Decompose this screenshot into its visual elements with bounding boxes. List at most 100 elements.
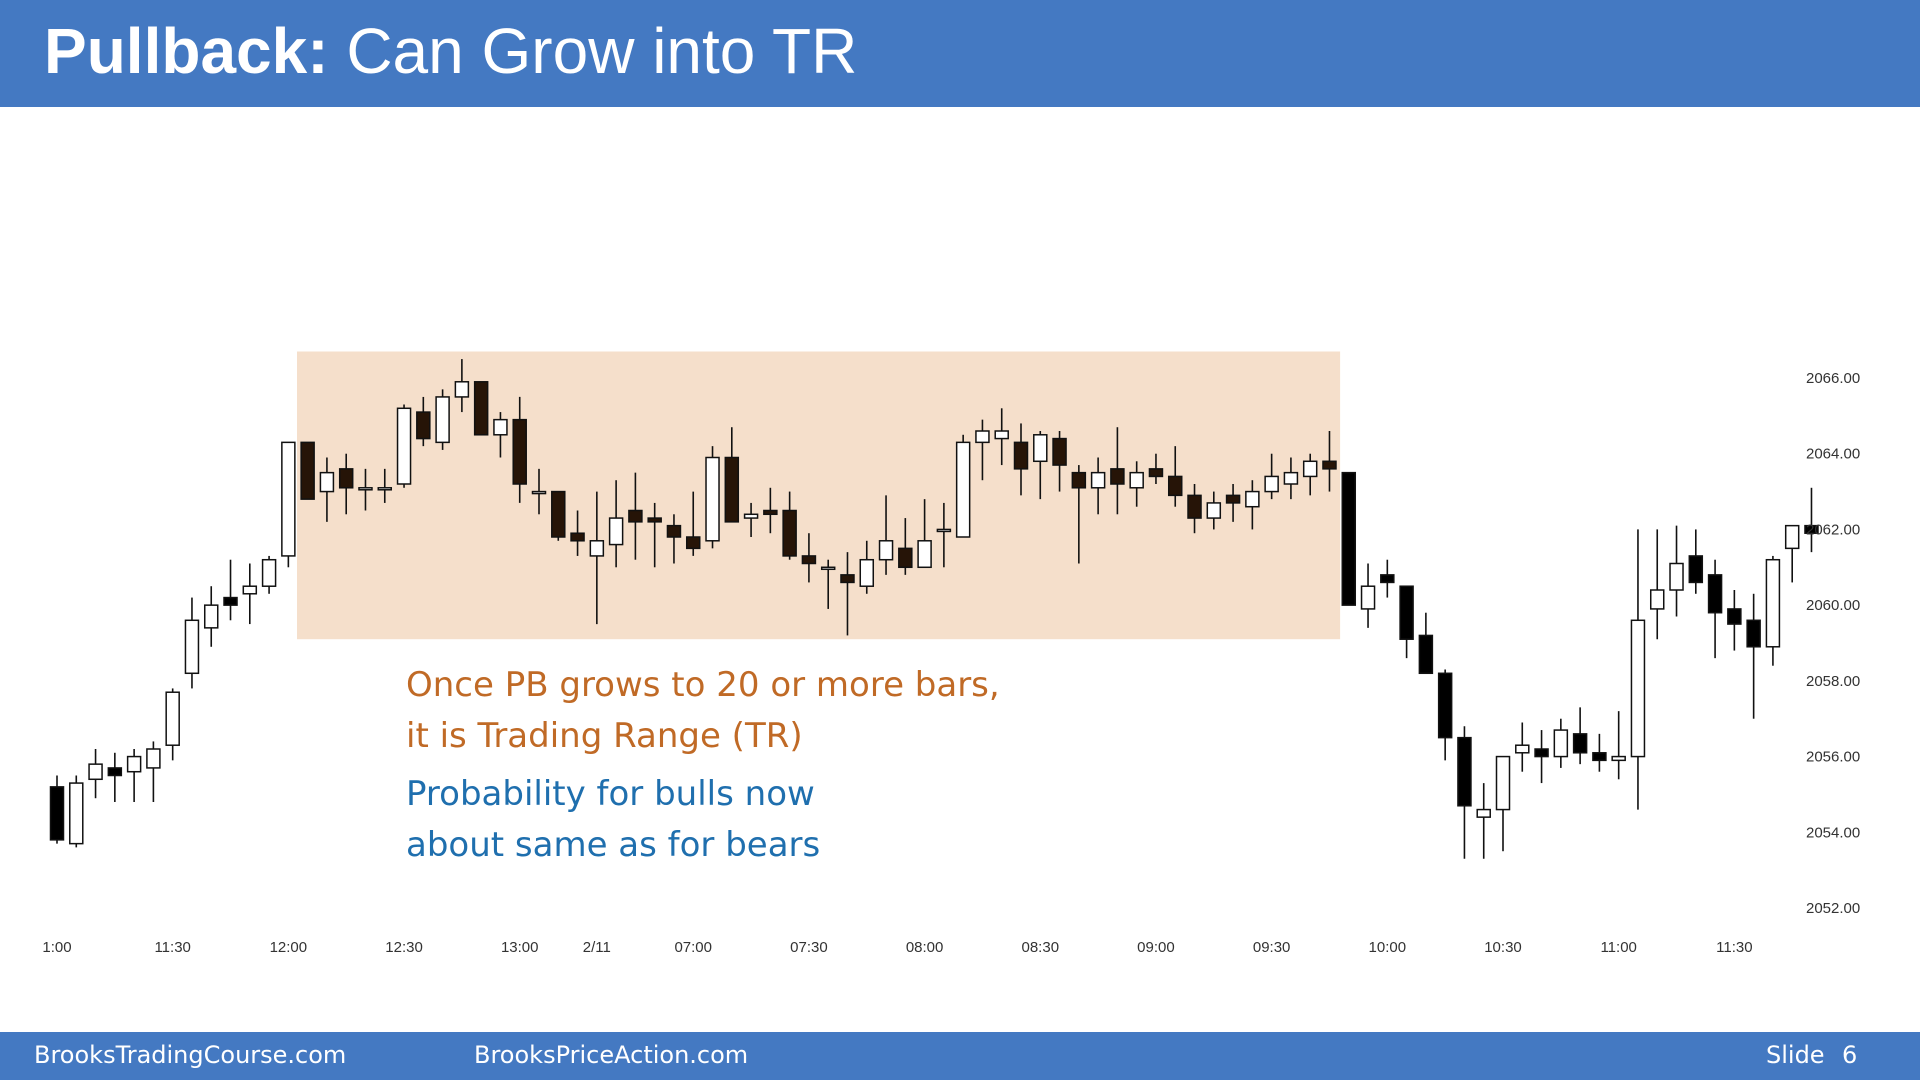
x-axis: 1:00 11:30 12:00 12:30 13:00 2/11 07:00 07:30 08…: [42, 939, 1752, 956]
candle: [917, 499, 932, 569]
bear-candle-body: [1110, 468, 1125, 485]
bull-candle-body: [165, 691, 180, 746]
annotation-line: Once PB grows to 20 or more bars,: [406, 665, 1000, 705]
candle: [1013, 423, 1029, 496]
bear-candle-body: [1322, 460, 1337, 470]
bull-candle-body: [936, 528, 952, 533]
y-tick-label: 2064.00: [1806, 446, 1860, 463]
candle: [146, 741, 161, 802]
candle: [1245, 480, 1260, 530]
footer-site-2: BrooksPriceAction.com: [474, 1041, 749, 1069]
bull-candle-body: [1090, 471, 1106, 489]
candle: [319, 457, 335, 522]
slide-title-bold: Pullback:: [44, 15, 329, 87]
candle: [1071, 465, 1087, 564]
candle: [1534, 730, 1549, 784]
bear-candle-body: [1052, 437, 1067, 466]
candle: [1784, 524, 1800, 583]
bull-candle-body: [454, 381, 470, 398]
bull-candle-body: [1611, 755, 1626, 762]
candle: [936, 502, 952, 568]
bear-candle-body: [223, 596, 238, 606]
candle: [88, 749, 103, 799]
x-tick-label: 07:00: [674, 939, 712, 956]
bear-candle-body: [1167, 475, 1183, 497]
x-tick-label: 1:00: [42, 939, 71, 956]
candle: [69, 775, 84, 848]
candle: [1283, 457, 1299, 500]
candle: [724, 427, 740, 523]
candle: [589, 491, 605, 625]
bull-candle-body: [1765, 558, 1781, 648]
x-tick-label: 2/11: [583, 939, 611, 956]
candle: [473, 381, 489, 436]
candle: [531, 468, 547, 515]
bear-candle-body: [1727, 608, 1742, 625]
bear-candle-body: [1572, 733, 1588, 754]
candle: [261, 555, 277, 594]
candle: [955, 434, 971, 538]
bear-candle-body: [724, 456, 740, 523]
bull-candle-body: [1495, 755, 1511, 811]
x-tick-label: 12:30: [385, 939, 423, 956]
y-tick-label: 2052.00: [1806, 900, 1860, 917]
candle: [107, 752, 123, 802]
candle: [1418, 612, 1434, 675]
candle: [1225, 484, 1241, 522]
candle: [647, 502, 662, 568]
candle: [685, 491, 701, 556]
candle: [1167, 446, 1183, 507]
candle: [1380, 559, 1395, 598]
candle: [1399, 585, 1414, 659]
candle: [1033, 431, 1048, 500]
slide-title-rest: Can Grow into TR: [346, 15, 858, 87]
bear-candle-body: [1148, 468, 1164, 478]
bull-candle-body: [608, 517, 624, 546]
candle: [281, 441, 296, 568]
bear-candle-body: [1804, 524, 1819, 534]
annotation-line: about same as for bears: [406, 825, 821, 865]
bull-candle-body: [1283, 471, 1299, 485]
candle: [1572, 707, 1588, 765]
candle: [608, 480, 624, 568]
x-tick-label: 12:00: [270, 939, 308, 956]
candle: [1264, 453, 1279, 500]
candle: [184, 597, 200, 689]
bull-candle-body: [1302, 460, 1318, 478]
candle: [1727, 590, 1742, 651]
bear-candle-body: [49, 786, 65, 841]
candle: [1052, 431, 1067, 492]
annotation-line: Probability for bulls now: [406, 774, 815, 814]
x-tick-label: 08:00: [906, 939, 944, 956]
bull-candle-body: [1245, 490, 1260, 508]
candle: [512, 396, 527, 503]
bull-candle-body: [69, 782, 84, 845]
candle: [493, 412, 508, 458]
title-bar: Pullback: Can Grow into TR: [0, 0, 1920, 107]
y-tick-label: 2058.00: [1806, 673, 1860, 690]
candle: [801, 533, 817, 583]
candle: [1110, 427, 1125, 515]
candle: [628, 472, 643, 560]
x-tick-label: 08:30: [1022, 939, 1060, 956]
x-tick-label: 09:30: [1253, 939, 1291, 956]
bull-candle-body: [1206, 502, 1222, 519]
annotation-line: it is Trading Range (TR): [406, 716, 803, 756]
candle: [396, 404, 412, 488]
candle: [1322, 431, 1337, 492]
bull-candle-body: [1033, 434, 1048, 463]
x-tick-label: 11:30: [1716, 939, 1752, 956]
y-tick-label: 2066.00: [1806, 370, 1860, 387]
bear-candle-body: [628, 509, 643, 523]
bull-candle-body: [955, 441, 971, 538]
candle: [1553, 718, 1569, 768]
candle: [570, 510, 585, 556]
bear-candle-body: [1746, 619, 1761, 648]
candle: [1804, 487, 1819, 553]
bear-candle-body: [1380, 574, 1395, 584]
bear-candle-body: [898, 547, 913, 569]
candle: [358, 468, 373, 511]
bull-candle-body: [1649, 589, 1665, 610]
bull-candle-body: [1553, 729, 1569, 758]
footer-site-1: BrooksTradingCourse.com: [34, 1041, 347, 1069]
